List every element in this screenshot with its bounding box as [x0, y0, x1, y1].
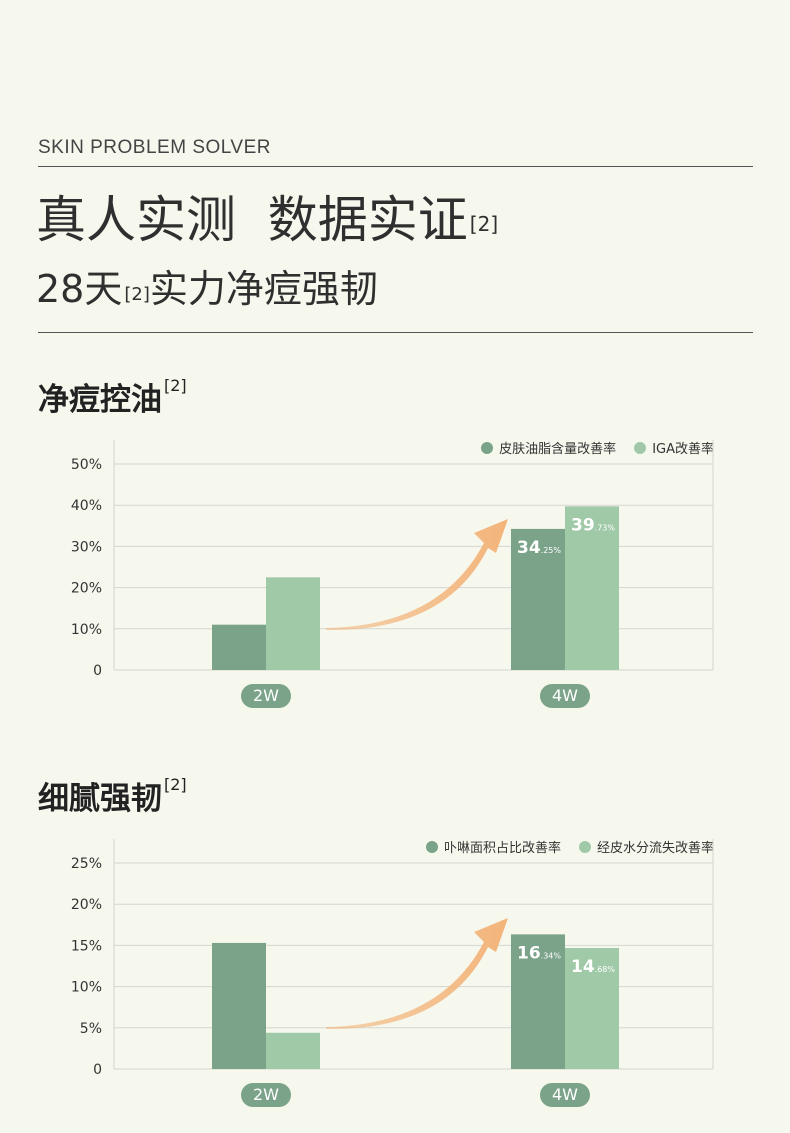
- chart-1-title: 净痘控油 [2]: [38, 374, 187, 419]
- legend-item-tewl: 经皮水分流失改善率: [578, 837, 714, 856]
- bar: [266, 577, 320, 670]
- data-label-main: 34: [517, 538, 541, 558]
- legend-label: 皮肤油脂含量改善率: [499, 442, 617, 457]
- y-tick-label: 5%: [80, 1021, 102, 1037]
- headline: 真人实测 数据实证 [2]: [36, 188, 498, 252]
- legend-label: 经皮水分流失改善率: [596, 841, 714, 856]
- y-tick-label: 25%: [71, 856, 102, 872]
- x-tick-label: 2W: [253, 686, 279, 705]
- legend-label: 卟啉面积占比改善率: [443, 841, 561, 856]
- bar: [511, 528, 565, 670]
- chart-1-title-text: 净痘控油: [38, 382, 162, 418]
- y-tick-label: 30%: [71, 539, 102, 555]
- chart-2-title: 细腻强韧 [2]: [38, 773, 187, 818]
- data-label-main: 14: [571, 957, 595, 977]
- legend-item-iga: IGA改善率: [634, 438, 714, 457]
- data-label-decimal: .73%: [595, 523, 616, 532]
- data-label: 14.68%: [571, 957, 615, 977]
- x-tick-label: 4W: [552, 1085, 578, 1104]
- legend-swatch-light: [634, 441, 647, 454]
- legend-swatch-light: [578, 840, 591, 853]
- subhead: 28天 [2]实力净痘强韧: [36, 262, 378, 316]
- data-label-main: 39: [571, 515, 595, 535]
- trend-arrow: [326, 918, 508, 1030]
- legend-item-oil: 皮肤油脂含量改善率: [481, 438, 616, 457]
- data-label-decimal: .25%: [541, 546, 562, 555]
- chart-1-plot: 0 10% 20% 30% 40% 50% 2W 34.25% 39.73% 4W: [71, 440, 714, 708]
- category-pill: [241, 1083, 291, 1107]
- bar: [266, 1032, 320, 1069]
- chart-1-title-reference: [2]: [164, 376, 187, 395]
- chart-1-legend: 皮肤油脂含量改善率 IGA改善率: [481, 438, 714, 457]
- data-label-main: 16: [517, 943, 541, 963]
- bottom-divider: [38, 332, 753, 333]
- bar: [212, 624, 266, 670]
- data-label-decimal: .68%: [595, 965, 616, 974]
- y-tick-label: 10%: [71, 622, 102, 638]
- y-tick-label: 20%: [71, 581, 102, 597]
- subhead-prefix: 28天: [36, 267, 123, 311]
- category-pill: [540, 1083, 590, 1107]
- top-divider: [38, 166, 753, 167]
- x-tick-label: 2W: [253, 1085, 279, 1104]
- y-tick-label: 0: [93, 663, 102, 679]
- legend-label: IGA改善率: [652, 442, 714, 457]
- legend-swatch-dark: [481, 441, 494, 454]
- y-tick-label: 40%: [71, 498, 102, 514]
- legend-item-porphyrin: 卟啉面积占比改善率: [425, 837, 561, 856]
- chart-2-title-text: 细腻强韧: [38, 781, 162, 817]
- x-tick-label: 4W: [552, 686, 578, 705]
- legend-swatch-dark: [425, 840, 438, 853]
- headline-text: 真人实测 数据实证: [36, 191, 468, 249]
- chart-2-plot: 0 5% 10% 15% 20% 25% 2W 16.34% 14.68% 4W: [71, 839, 714, 1107]
- y-tick-label: 10%: [71, 980, 102, 996]
- y-tick-label: 20%: [71, 897, 102, 913]
- eyebrow-text: SKIN PROBLEM SOLVER: [38, 137, 271, 158]
- bar: [212, 942, 266, 1069]
- bar: [511, 934, 565, 1069]
- headline-reference: [2]: [469, 212, 499, 236]
- bar: [565, 506, 619, 670]
- subhead-suffix: 实力净痘强韧: [149, 267, 378, 311]
- data-label: 39.73%: [571, 515, 615, 535]
- bar: [565, 948, 619, 1069]
- data-label-decimal: .34%: [541, 951, 562, 960]
- subhead-reference: [2]: [124, 284, 150, 305]
- chart-2-legend: 卟啉面积占比改善率 经皮水分流失改善率: [425, 837, 714, 856]
- category-pill: [540, 684, 590, 708]
- data-label: 16.34%: [517, 943, 561, 963]
- chart-2-title-reference: [2]: [164, 775, 187, 794]
- category-pill: [241, 684, 291, 708]
- data-label: 34.25%: [517, 538, 561, 558]
- y-tick-label: 15%: [71, 938, 102, 954]
- y-tick-label: 50%: [71, 457, 102, 473]
- trend-arrow: [326, 519, 508, 631]
- y-tick-label: 0: [93, 1062, 102, 1078]
